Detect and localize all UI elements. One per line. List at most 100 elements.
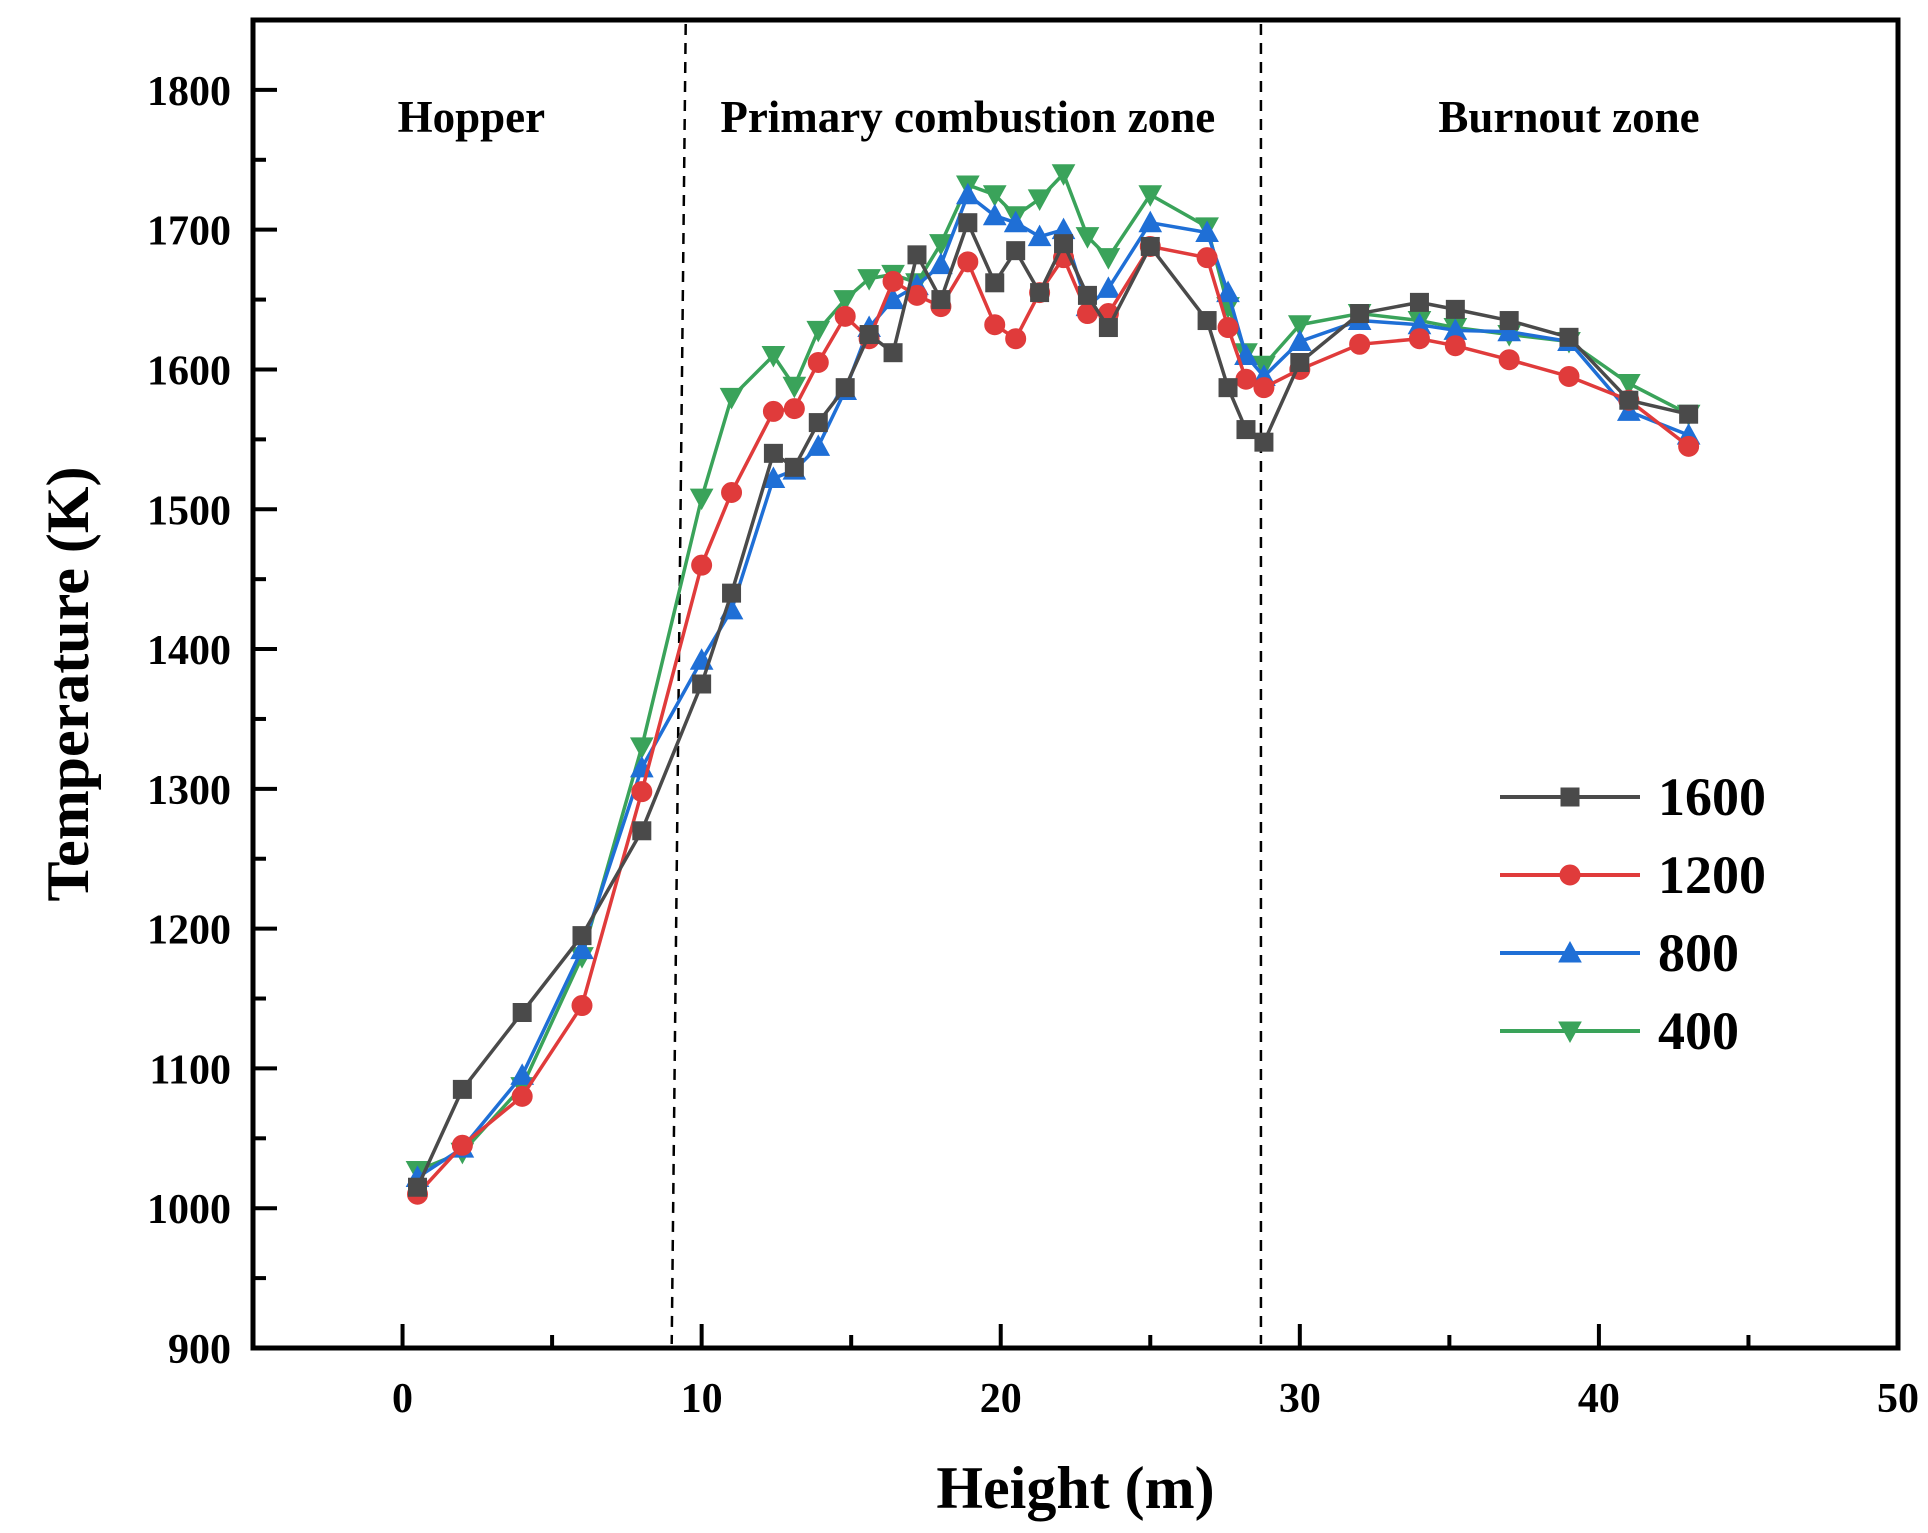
legend-marker <box>1559 864 1581 886</box>
legend-item: 400 <box>1500 1001 1739 1061</box>
y-tick-label: 1600 <box>147 348 231 394</box>
zone-label: Primary combustion zone <box>720 92 1215 142</box>
x-tick-label: 20 <box>980 1376 1022 1422</box>
legend: 1600 1200 800 400 <box>1500 767 1766 1061</box>
y-tick-label: 900 <box>168 1327 231 1373</box>
data-point <box>931 290 951 310</box>
legend-marker <box>1558 940 1582 963</box>
data-point <box>408 1177 427 1197</box>
data-point <box>1408 328 1430 350</box>
data-point <box>1075 227 1100 249</box>
data-point <box>1077 285 1097 305</box>
zone-label: Burnout zone <box>1438 92 1699 142</box>
data-point <box>1287 329 1312 352</box>
series-line <box>416 244 1690 1196</box>
data-point <box>1349 333 1371 355</box>
data-point <box>1027 189 1052 211</box>
data-point <box>907 245 927 265</box>
data-point <box>761 345 786 368</box>
data-point <box>1497 319 1522 342</box>
legend-label: 1200 <box>1658 845 1766 905</box>
data-point <box>1444 335 1466 357</box>
data-point <box>808 413 828 433</box>
data-point <box>929 252 953 275</box>
data-point <box>629 737 654 759</box>
data-point <box>1218 378 1238 398</box>
data-point <box>1350 304 1370 324</box>
data-point <box>1051 164 1076 186</box>
data-point <box>955 182 980 205</box>
data-point <box>833 290 858 312</box>
data-point <box>857 269 881 291</box>
data-point <box>1287 315 1312 337</box>
data-point <box>806 320 831 343</box>
zone-divider-line <box>670 23 687 1345</box>
data-point <box>722 583 742 603</box>
data-point <box>511 1085 533 1107</box>
data-point <box>1499 311 1519 331</box>
data-point <box>1003 210 1028 233</box>
data-point <box>929 234 953 256</box>
data-point <box>1196 247 1218 269</box>
data-point <box>1559 327 1579 347</box>
data-point <box>984 314 1006 336</box>
data-point <box>1679 404 1699 424</box>
legend-item: 800 <box>1500 923 1739 983</box>
series-1600 <box>408 213 1699 1197</box>
data-point <box>1235 368 1257 390</box>
legend-label: 400 <box>1658 1001 1739 1061</box>
legend-label: 800 <box>1658 923 1739 983</box>
data-point <box>859 325 879 345</box>
data-point <box>1498 349 1520 371</box>
y-tick-label: 1200 <box>147 908 231 954</box>
legend-label: 1600 <box>1658 767 1766 827</box>
y-tick-label: 1500 <box>147 488 231 534</box>
data-point <box>1006 241 1026 261</box>
data-point <box>1197 311 1217 331</box>
data-point <box>1409 292 1429 312</box>
x-tick-label: 40 <box>1578 1376 1620 1422</box>
zone-labels: Hopper Primary combustion zone Burnout zon… <box>398 92 1700 142</box>
data-point <box>1254 432 1274 452</box>
data-point <box>721 481 743 503</box>
data-point <box>1290 352 1310 372</box>
data-point <box>452 1079 472 1099</box>
data-point <box>1217 317 1239 339</box>
data-point <box>691 554 713 576</box>
data-point <box>632 821 652 841</box>
x-tick-label: 0 <box>392 1376 413 1422</box>
series-line <box>416 172 1690 1173</box>
legend-item: 1200 <box>1500 845 1766 905</box>
data-point <box>957 251 979 273</box>
zone-label: Hopper <box>398 92 546 142</box>
series-line <box>415 220 1690 1188</box>
y-tick-label: 1000 <box>147 1187 231 1233</box>
y-axis-title: Temperature (K) <box>35 467 101 902</box>
data-point <box>571 995 593 1017</box>
data-point <box>763 443 783 463</box>
legend-item: 1600 <box>1500 767 1766 827</box>
data-point <box>1236 420 1256 440</box>
series-line <box>416 192 1690 1179</box>
x-tick-label: 50 <box>1877 1376 1919 1422</box>
data-point <box>807 351 829 373</box>
plot-frame <box>250 17 1901 1351</box>
data-point <box>692 674 712 694</box>
data-point <box>982 203 1007 226</box>
y-tick-label: 1100 <box>149 1047 231 1093</box>
data-point <box>510 1063 535 1085</box>
data-point <box>512 1003 532 1023</box>
data-point <box>834 305 856 327</box>
legend-marker <box>1558 1021 1582 1044</box>
data-point <box>572 926 592 946</box>
x-tick-label: 30 <box>1279 1376 1321 1422</box>
data-point <box>1616 373 1641 396</box>
y-tick-label: 1400 <box>147 628 231 674</box>
data-point <box>1138 185 1163 207</box>
data-point <box>835 378 855 398</box>
data-point <box>570 937 594 960</box>
data-point <box>782 376 807 399</box>
y-tick-label: 1300 <box>147 768 231 814</box>
x-axis-ticks: 0 10 20 30 40 50 <box>251 1324 1919 1422</box>
